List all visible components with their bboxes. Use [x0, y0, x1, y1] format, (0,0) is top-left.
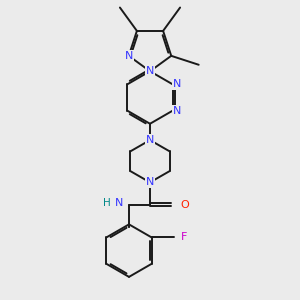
- Text: N: N: [146, 66, 154, 76]
- Text: H: H: [103, 198, 111, 208]
- Text: N: N: [146, 177, 154, 188]
- Text: N: N: [172, 80, 181, 89]
- Text: N: N: [115, 198, 123, 208]
- Text: O: O: [181, 200, 189, 210]
- Text: N: N: [172, 106, 181, 116]
- Text: N: N: [172, 80, 181, 89]
- Text: F: F: [181, 232, 187, 242]
- Text: N: N: [146, 135, 154, 145]
- Text: O: O: [181, 200, 189, 210]
- Text: N: N: [172, 106, 181, 116]
- Text: N: N: [124, 51, 133, 61]
- Text: N: N: [146, 135, 154, 145]
- Text: N: N: [146, 177, 154, 188]
- Text: N: N: [146, 66, 154, 76]
- Text: F: F: [181, 232, 187, 242]
- Text: N: N: [124, 51, 133, 61]
- Text: N: N: [115, 198, 123, 208]
- Text: H: H: [103, 198, 111, 208]
